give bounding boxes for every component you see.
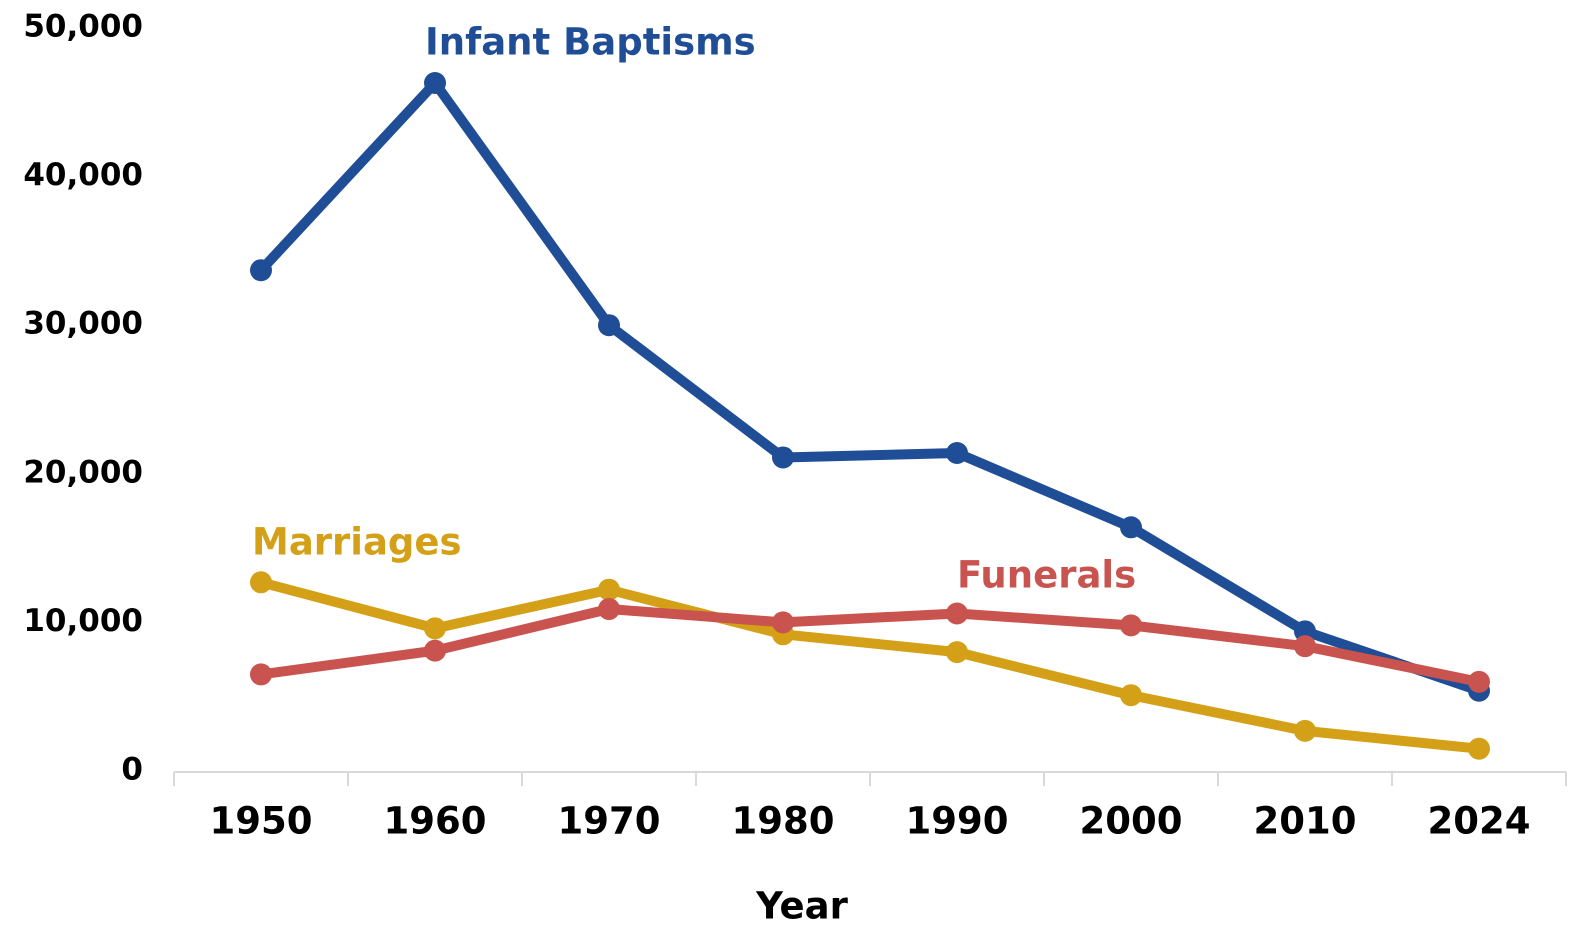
y-tick-label: 40,000 — [23, 157, 143, 193]
series-point — [1294, 635, 1316, 658]
series-label: Funerals — [957, 554, 1136, 597]
series-point — [424, 639, 446, 662]
series-point — [250, 663, 272, 686]
y-tick-label: 10,000 — [23, 603, 143, 639]
series-point — [1294, 719, 1316, 742]
series-point — [424, 71, 446, 94]
y-tick-label: 0 — [121, 752, 143, 788]
series-point — [1120, 684, 1142, 707]
series-line — [257, 77, 1481, 696]
series-label: Marriages — [252, 521, 462, 564]
series-point — [1120, 614, 1142, 637]
series-point — [1468, 670, 1490, 693]
series-point — [946, 602, 968, 625]
series-point — [598, 578, 620, 601]
series-point — [772, 446, 794, 469]
series-point — [424, 617, 446, 640]
x-tick-label: 2000 — [1080, 800, 1183, 843]
series-point — [1120, 516, 1142, 539]
y-tick-label: 30,000 — [23, 306, 143, 342]
series-point — [598, 598, 620, 621]
y-tick-label: 20,000 — [23, 454, 143, 490]
series-label: Infant Baptisms — [425, 21, 756, 64]
x-tick-label: 1990 — [906, 800, 1009, 843]
x-tick-label: 1980 — [732, 800, 835, 843]
series-point — [250, 571, 272, 594]
series-point — [598, 314, 620, 337]
series-point — [946, 441, 968, 464]
x-tick-label: 2024 — [1428, 800, 1531, 843]
x-tick-label: 1960 — [384, 800, 487, 843]
x-tick-label: 1950 — [210, 800, 313, 843]
series-point — [946, 641, 968, 664]
series-point — [250, 259, 272, 282]
series-line — [260, 604, 1481, 687]
x-axis-label: Year — [755, 885, 848, 928]
series-line — [259, 577, 1480, 754]
y-tick-label: 50,000 — [23, 9, 143, 45]
series-point — [772, 611, 794, 634]
x-tick-label: 2010 — [1254, 800, 1357, 843]
x-tick-label: 1970 — [558, 800, 661, 843]
series-point — [1468, 737, 1490, 760]
